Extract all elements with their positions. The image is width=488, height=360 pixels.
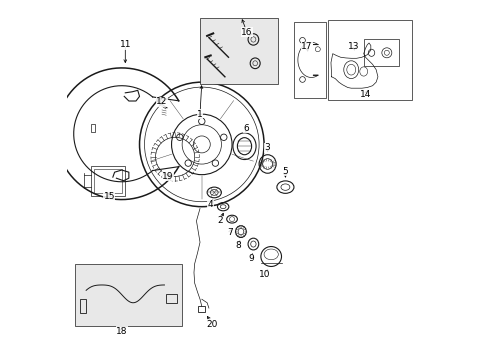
Bar: [93, 168, 122, 193]
Bar: [166, 294, 177, 303]
Bar: [293, 22, 325, 98]
Text: 7: 7: [226, 228, 232, 237]
Text: 11: 11: [119, 40, 131, 49]
Bar: [91, 124, 95, 132]
Text: 17: 17: [301, 42, 312, 51]
Text: 18: 18: [116, 327, 127, 336]
Text: 9: 9: [247, 255, 253, 264]
Text: 16: 16: [241, 28, 252, 37]
Bar: [75, 264, 182, 326]
Text: 14: 14: [359, 90, 370, 99]
Text: 3: 3: [264, 144, 270, 153]
Text: 20: 20: [206, 320, 218, 329]
Bar: [91, 166, 124, 196]
Text: 1: 1: [197, 110, 203, 119]
Bar: [363, 40, 399, 66]
Text: 15: 15: [103, 192, 115, 201]
Bar: [327, 20, 411, 100]
Text: 8: 8: [235, 241, 241, 250]
Text: 2: 2: [217, 216, 223, 225]
Text: 10: 10: [259, 270, 270, 279]
Text: 6: 6: [243, 124, 249, 133]
Text: 5: 5: [282, 167, 288, 176]
Text: 19: 19: [162, 172, 173, 181]
Text: 4: 4: [207, 201, 213, 210]
Text: 13: 13: [347, 42, 359, 51]
Text: 12: 12: [156, 97, 167, 106]
Bar: [200, 18, 278, 84]
